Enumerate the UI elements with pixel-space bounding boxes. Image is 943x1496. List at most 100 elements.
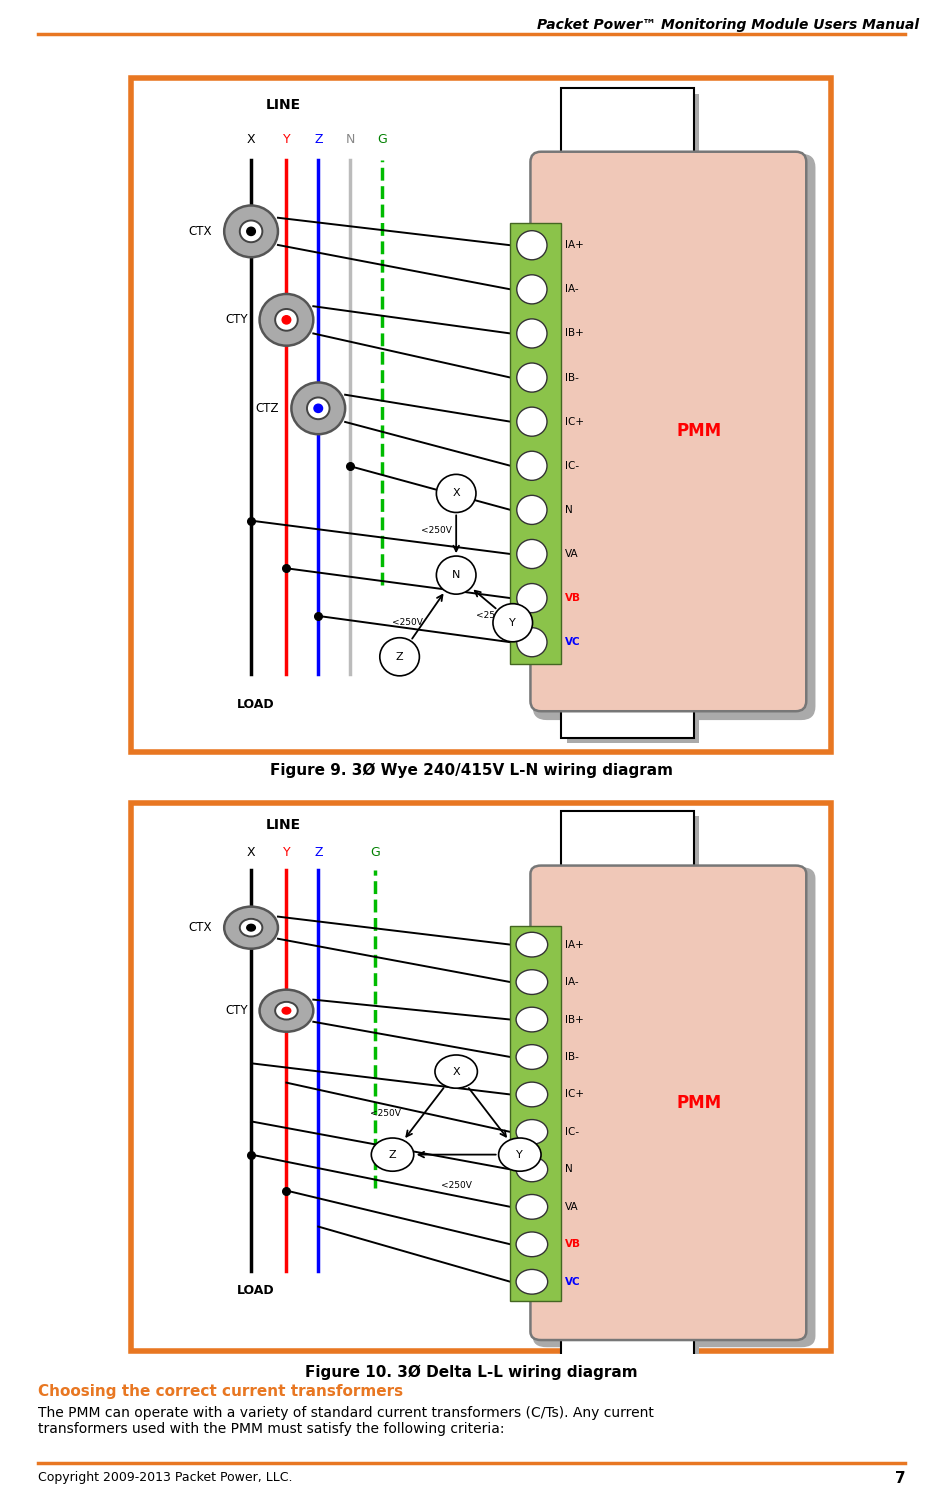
Text: LINE: LINE <box>265 818 301 832</box>
Circle shape <box>240 220 262 242</box>
Text: 7: 7 <box>895 1471 905 1486</box>
Text: X: X <box>247 847 256 859</box>
Circle shape <box>517 583 547 613</box>
FancyBboxPatch shape <box>567 94 700 168</box>
Circle shape <box>516 1119 548 1144</box>
Circle shape <box>516 1007 548 1032</box>
FancyBboxPatch shape <box>561 88 694 162</box>
Text: VA: VA <box>565 1201 579 1212</box>
Circle shape <box>314 404 323 413</box>
Circle shape <box>275 1002 298 1020</box>
Text: PMM: PMM <box>676 1094 721 1112</box>
Circle shape <box>437 474 476 513</box>
Text: LINE: LINE <box>265 99 301 112</box>
Text: X: X <box>247 133 256 147</box>
Text: IC-: IC- <box>565 461 579 471</box>
Text: Y: Y <box>509 618 516 628</box>
Text: LOAD: LOAD <box>237 1284 274 1297</box>
Text: <250V: <250V <box>440 1180 472 1189</box>
Circle shape <box>282 316 290 325</box>
Text: IB-: IB- <box>565 373 579 383</box>
Text: <250V: <250V <box>370 1109 401 1118</box>
Text: <250V: <250V <box>421 527 452 536</box>
Text: <250V: <250V <box>392 618 422 627</box>
Text: N: N <box>565 1164 572 1174</box>
Circle shape <box>247 925 256 931</box>
FancyBboxPatch shape <box>561 811 694 874</box>
Circle shape <box>275 310 298 331</box>
Circle shape <box>517 540 547 568</box>
Text: IB+: IB+ <box>565 329 584 338</box>
Circle shape <box>372 1138 414 1171</box>
Circle shape <box>499 1138 541 1171</box>
Text: The PMM can operate with a variety of standard current transformers (C/Ts). Any : The PMM can operate with a variety of st… <box>38 1406 653 1436</box>
Circle shape <box>517 230 547 260</box>
FancyBboxPatch shape <box>567 815 700 878</box>
Text: CTY: CTY <box>225 313 248 326</box>
Text: Y: Y <box>283 847 290 859</box>
Text: N: N <box>565 504 572 515</box>
FancyBboxPatch shape <box>533 154 816 720</box>
Text: VA: VA <box>565 549 579 560</box>
Text: IC+: IC+ <box>565 417 584 426</box>
Text: IB-: IB- <box>565 1052 579 1062</box>
Text: IA-: IA- <box>565 284 579 295</box>
Text: <250V: <250V <box>476 612 507 621</box>
Circle shape <box>516 969 548 995</box>
Text: IC-: IC- <box>565 1126 579 1137</box>
Text: IB+: IB+ <box>565 1014 584 1025</box>
Circle shape <box>224 907 278 948</box>
Circle shape <box>282 1007 290 1014</box>
Circle shape <box>291 383 345 434</box>
Circle shape <box>517 364 547 392</box>
Text: X: X <box>453 488 460 498</box>
Text: IA+: IA+ <box>565 241 584 250</box>
Text: Y: Y <box>283 133 290 147</box>
Circle shape <box>240 919 262 936</box>
Circle shape <box>224 205 278 257</box>
Text: Copyright 2009-2013 Packet Power, LLC.: Copyright 2009-2013 Packet Power, LLC. <box>38 1471 292 1484</box>
Text: VC: VC <box>565 1276 581 1287</box>
Text: G: G <box>370 847 380 859</box>
Circle shape <box>517 628 547 657</box>
Text: Figure 9. 3Ø Wye 240/415V L-N wiring diagram: Figure 9. 3Ø Wye 240/415V L-N wiring dia… <box>270 763 673 778</box>
Text: VC: VC <box>565 637 581 648</box>
Text: VB: VB <box>565 1239 581 1249</box>
Text: CTX: CTX <box>189 224 212 238</box>
Text: Choosing the correct current transformers: Choosing the correct current transformer… <box>38 1384 403 1399</box>
Circle shape <box>437 557 476 594</box>
Text: LOAD: LOAD <box>237 699 274 711</box>
Text: Z: Z <box>396 652 404 661</box>
Circle shape <box>517 452 547 480</box>
Text: X: X <box>453 1067 460 1077</box>
FancyBboxPatch shape <box>510 223 561 664</box>
Circle shape <box>516 1194 548 1219</box>
FancyBboxPatch shape <box>530 151 806 711</box>
Text: N: N <box>452 570 460 580</box>
Circle shape <box>517 495 547 525</box>
Text: Z: Z <box>389 1149 396 1159</box>
Text: <250V: <250V <box>511 1109 542 1118</box>
Circle shape <box>380 637 420 676</box>
FancyBboxPatch shape <box>567 1336 700 1367</box>
Text: Y: Y <box>517 1149 523 1159</box>
Text: CTY: CTY <box>225 1004 248 1017</box>
Circle shape <box>517 275 547 304</box>
Circle shape <box>517 407 547 437</box>
FancyBboxPatch shape <box>561 1331 694 1363</box>
Text: Z: Z <box>314 133 323 147</box>
FancyBboxPatch shape <box>510 926 561 1300</box>
Text: IC+: IC+ <box>565 1089 584 1100</box>
FancyBboxPatch shape <box>567 706 700 744</box>
Circle shape <box>493 604 533 642</box>
Text: CTZ: CTZ <box>256 402 279 414</box>
Circle shape <box>435 1055 477 1088</box>
Circle shape <box>259 295 313 346</box>
FancyBboxPatch shape <box>533 868 816 1348</box>
Text: VB: VB <box>565 592 581 603</box>
FancyBboxPatch shape <box>530 866 806 1340</box>
Text: G: G <box>377 133 387 147</box>
Text: IA+: IA+ <box>565 939 584 950</box>
Text: N: N <box>345 133 355 147</box>
FancyBboxPatch shape <box>131 78 831 752</box>
